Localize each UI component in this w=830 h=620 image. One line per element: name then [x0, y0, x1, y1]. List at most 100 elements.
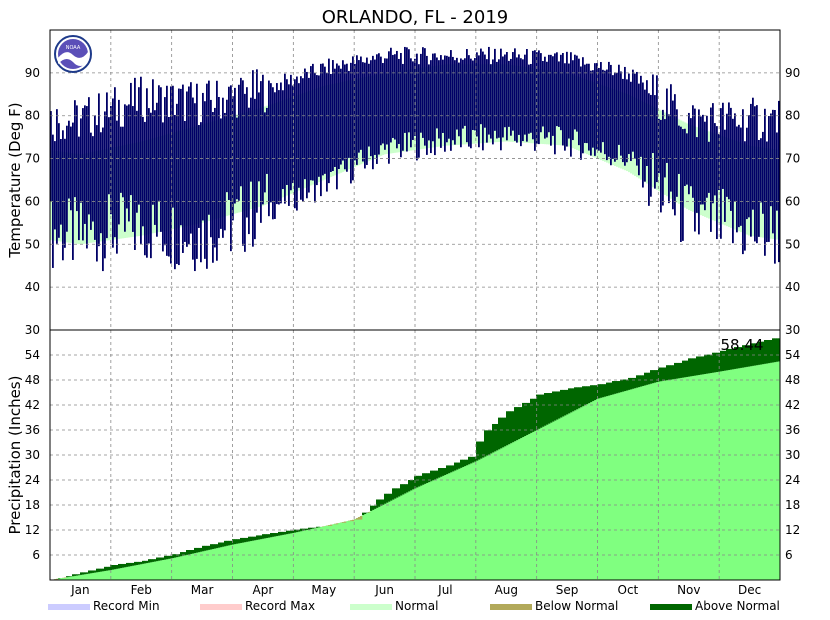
observed-day-bar [174, 115, 176, 270]
observed-day-bar [464, 58, 466, 126]
above-normal-precip-bar [514, 407, 517, 442]
observed-day-bar [196, 83, 198, 259]
above-normal-precip-bar [432, 470, 435, 481]
temperature-tick-left: 70 [25, 152, 40, 166]
observed-day-bar [230, 85, 232, 252]
observed-day-bar [666, 88, 668, 163]
observed-day-bar [480, 48, 482, 125]
legend-label: Above Normal [695, 599, 780, 613]
observed-day-bar [694, 108, 696, 232]
observed-day-bar [688, 112, 690, 195]
above-normal-precip-bar [606, 382, 609, 397]
observed-day-bar [776, 132, 778, 211]
observed-day-bar [748, 115, 750, 218]
observed-day-bar [436, 57, 438, 129]
above-normal-precip-bar [454, 462, 457, 471]
observed-day-bar [728, 102, 730, 200]
above-normal-precip-bar [428, 473, 431, 483]
above-normal-precip-bar [218, 542, 221, 548]
observed-day-bar [82, 108, 84, 241]
above-normal-precip-bar [108, 566, 111, 571]
above-normal-precip-bar [292, 530, 295, 533]
above-normal-precip-bar [452, 465, 455, 472]
observed-day-bar [628, 73, 630, 155]
observed-day-bar [408, 49, 410, 133]
observed-day-bar [248, 107, 250, 235]
above-normal-precip-bar [540, 394, 543, 428]
above-normal-precip-bar [460, 459, 463, 468]
observed-day-bar [384, 58, 386, 150]
observed-day-bar [636, 71, 638, 166]
observed-day-bar [262, 74, 264, 205]
above-normal-precip-bar [196, 547, 199, 553]
above-normal-precip-bar [524, 402, 527, 436]
above-normal-precip-bar [394, 488, 397, 499]
above-normal-precip-bar [370, 505, 373, 511]
observed-day-bar [238, 84, 240, 201]
observed-day-bar [294, 79, 296, 209]
precipitation-tick-right: 24 [785, 473, 800, 487]
observed-day-bar [522, 59, 524, 142]
precipitation-tick-left: 12 [25, 523, 40, 537]
above-normal-precip-bar [408, 480, 411, 492]
above-normal-precip-bar [624, 379, 627, 392]
above-normal-precip-bar [386, 493, 389, 503]
observed-day-bar [324, 66, 326, 174]
above-normal-precip-bar [114, 565, 117, 570]
observed-day-bar [164, 97, 166, 246]
above-normal-precip-bar [666, 365, 669, 381]
observed-day-bar [726, 113, 728, 197]
observed-day-bar [418, 64, 420, 158]
above-normal-precip-bar [648, 372, 651, 385]
noaa-logo-icon: NOAA [54, 35, 92, 73]
month-label: Oct [618, 583, 639, 597]
month-label: Mar [191, 583, 214, 597]
observed-day-bar [716, 126, 718, 240]
observed-day-bar [270, 83, 272, 203]
month-label: Sep [556, 583, 579, 597]
legend-label: Record Max [245, 599, 315, 613]
noaa-logo-text: NOAA [66, 45, 81, 51]
above-normal-precip-bar [310, 527, 313, 530]
observed-day-bar [68, 120, 70, 199]
observed-day-bar [690, 118, 692, 187]
above-normal-precip-bar [376, 499, 379, 508]
observed-day-bar [400, 52, 402, 158]
above-normal-precip-bar [242, 537, 245, 543]
above-normal-precip-bar [644, 372, 647, 386]
below-normal-precip-bar [358, 517, 361, 520]
above-normal-precip-bar [402, 484, 405, 495]
observed-day-bar [630, 81, 632, 162]
observed-day-bar [602, 69, 604, 143]
above-normal-precip-bar [398, 488, 401, 497]
observed-day-bar [426, 55, 428, 155]
observed-day-bar [266, 107, 268, 174]
month-label: Nov [677, 583, 700, 597]
above-normal-precip-bar [478, 441, 481, 460]
temperature-tick-left: 60 [25, 194, 40, 208]
above-normal-precip-bar [152, 559, 155, 562]
observed-day-bar [62, 130, 64, 261]
above-normal-precip-bar [764, 340, 767, 364]
above-normal-precip-bar [166, 555, 169, 560]
observed-day-bar [326, 72, 328, 192]
observed-day-bar [330, 73, 332, 172]
above-normal-precip-bar [548, 393, 551, 424]
observed-day-bar [358, 60, 360, 153]
above-normal-precip-bar [224, 540, 227, 547]
observed-day-bar [84, 105, 86, 224]
precipitation-tick-right: 54 [785, 348, 800, 362]
observed-day-bar [430, 60, 432, 154]
above-normal-precip-bar [720, 350, 723, 372]
observed-day-bar [642, 82, 644, 188]
above-normal-precip-bar [620, 379, 623, 393]
above-normal-precip-bar [168, 555, 171, 559]
above-normal-precip-bar [686, 360, 689, 377]
panel-boundary-tick-left: 30 [25, 323, 40, 337]
observed-day-bar [362, 62, 364, 162]
above-normal-precip-bar [680, 362, 683, 378]
observed-day-bar [322, 63, 324, 176]
above-normal-precip-bar [508, 411, 511, 445]
observed-day-bar [144, 121, 146, 256]
above-normal-precip-bar [74, 574, 77, 576]
